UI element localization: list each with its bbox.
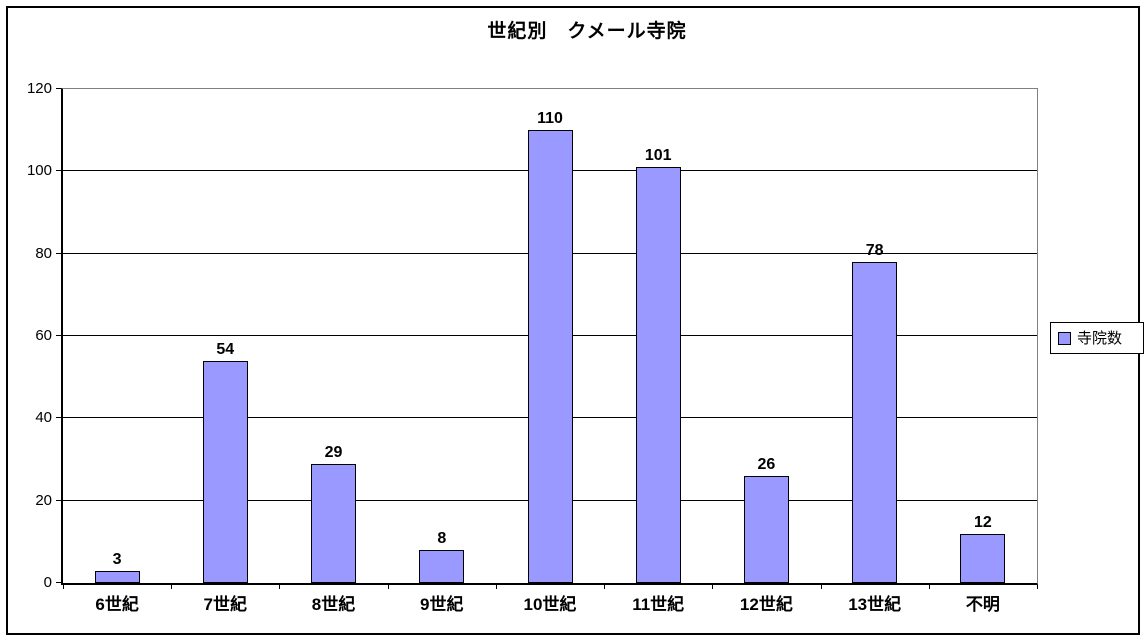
- legend-label: 寺院数: [1077, 329, 1123, 347]
- bar-value-label: 54: [216, 340, 235, 358]
- y-axis-tick: [56, 499, 61, 501]
- y-tick-label: 20: [35, 491, 52, 509]
- bar: [960, 533, 1006, 583]
- bar-value-label: 110: [537, 110, 563, 128]
- y-axis-tick: [56, 170, 61, 172]
- bar-value-label: 26: [757, 456, 776, 473]
- bar-value-label: 29: [324, 443, 343, 461]
- x-tick-label: 7世紀: [203, 595, 248, 614]
- x-axis-tick: [171, 585, 172, 589]
- y-axis-tick: [56, 335, 61, 336]
- x-axis-tick: [712, 585, 713, 589]
- x-tick-label: 10世紀: [523, 595, 577, 614]
- chart-title: 世紀別 クメール寺院: [487, 21, 687, 42]
- legend: 寺院数: [1050, 322, 1144, 354]
- y-tick-label: 100: [26, 162, 52, 180]
- x-tick-label: 6世紀: [95, 595, 139, 614]
- bar-value-label: 101: [644, 147, 672, 165]
- x-axis-tick: [821, 585, 822, 589]
- bar: [311, 463, 357, 583]
- x-tick-label: 11世紀: [632, 595, 685, 614]
- x-tick-label: 9世紀: [420, 595, 464, 614]
- y-tick-label: 40: [35, 409, 52, 427]
- x-tick-label: 8世紀: [311, 595, 356, 614]
- bar-value-label: 8: [437, 530, 447, 548]
- x-axis-tick: [496, 585, 497, 589]
- bar: [94, 570, 140, 583]
- x-axis-tick: [1037, 585, 1038, 589]
- plot-area: [61, 88, 1038, 585]
- x-tick-label: 12世紀: [739, 595, 793, 614]
- y-tick-label: 0: [43, 574, 52, 591]
- bar-value-label: 12: [973, 513, 992, 531]
- x-axis-tick: [279, 585, 280, 589]
- bar: [419, 550, 465, 583]
- bar: [743, 476, 789, 583]
- y-tick-label: 80: [35, 244, 52, 262]
- y-axis-tick: [56, 417, 61, 419]
- x-axis-tick: [63, 585, 64, 589]
- bar: [202, 360, 248, 583]
- legend-swatch-icon: [1058, 331, 1071, 345]
- x-axis-tick: [388, 585, 389, 589]
- bar: [635, 167, 681, 583]
- y-tick-label: 60: [35, 327, 52, 344]
- y-axis-tick: [56, 252, 61, 254]
- chart-frame: [6, 6, 1140, 635]
- bar: [852, 261, 898, 583]
- x-axis-tick: [929, 585, 930, 589]
- y-tick-label: 120: [26, 80, 52, 97]
- x-tick-label: 13世紀: [848, 595, 902, 614]
- y-axis-tick: [56, 582, 61, 583]
- bar-value-label: 78: [865, 241, 884, 259]
- x-axis-tick: [604, 585, 605, 589]
- bar-value-label: 3: [112, 550, 122, 568]
- y-axis-tick: [56, 88, 61, 89]
- x-tick-label: 不明: [965, 595, 1000, 614]
- bar: [527, 130, 573, 583]
